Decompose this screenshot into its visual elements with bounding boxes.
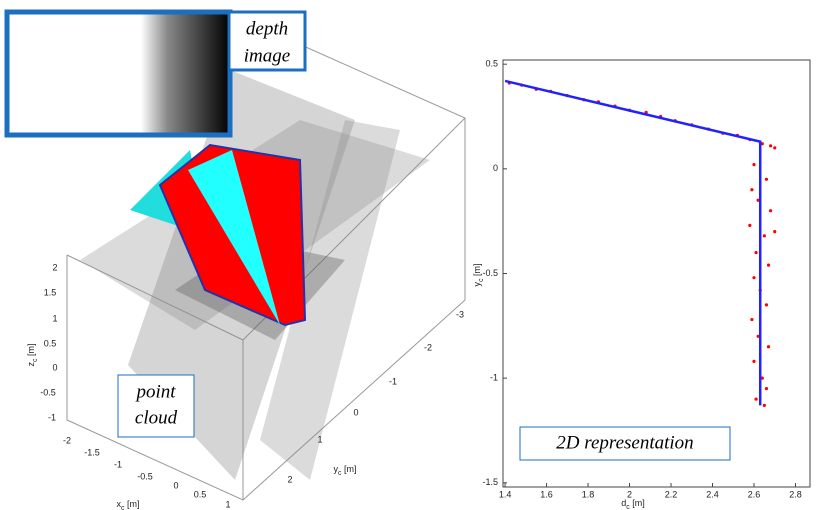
annotation: image	[244, 45, 290, 66]
axis-label-unit: [m]	[630, 498, 645, 508]
point	[765, 387, 768, 390]
y-tick-label: -1	[490, 373, 498, 383]
y-tick-label: 0	[353, 407, 358, 417]
z-tick-label: 0	[52, 362, 57, 372]
axis-label: dc [m]	[621, 498, 645, 510]
annotation: 2D representation	[556, 432, 693, 453]
x-tick-label: 2.8	[789, 489, 802, 499]
z-tick-label: 1.5	[44, 287, 57, 297]
x-tick-label: -1	[114, 459, 122, 469]
x-tick-label: -2	[63, 435, 71, 445]
point-cloud-panel: depth image point cloud 2 1.5 1 0.5 0 -0.5 -1 -…	[7, 12, 465, 510]
axis-label: zc [m]	[26, 344, 38, 367]
axis-label-unit: [m]	[472, 264, 482, 279]
x-tick-label: 1.8	[582, 489, 595, 499]
x-tick-label: 1.4	[499, 489, 512, 499]
point	[752, 276, 755, 279]
point	[763, 234, 766, 237]
z-tick-label: 0.5	[44, 338, 57, 348]
point	[754, 397, 757, 400]
point	[748, 224, 751, 227]
point	[750, 188, 753, 191]
point	[769, 144, 772, 147]
x-tick-label: 1	[225, 499, 230, 509]
y-tick-label: 1	[317, 434, 322, 444]
y-tick-label: -1.5	[482, 477, 498, 487]
point	[773, 146, 776, 149]
y-tick-label: 0	[493, 163, 498, 173]
point	[765, 178, 768, 181]
z-tick-label: -1	[48, 412, 56, 422]
x-tick-label: 0.5	[194, 489, 207, 499]
y-tick-label: -1	[389, 376, 397, 386]
z-tick-label: -0.5	[40, 387, 56, 397]
x-tick-label: 2.6	[748, 489, 761, 499]
annotation: cloud	[135, 407, 178, 428]
point	[752, 163, 755, 166]
axis-label: yc [m]	[334, 464, 357, 476]
point	[765, 303, 768, 306]
x-tick-label: 2.2	[665, 489, 678, 499]
z-tick-label: 1	[52, 313, 57, 323]
axis-label-unit: [m]	[26, 344, 36, 359]
x-tick-label: -1.5	[84, 447, 100, 457]
plot-area	[503, 60, 810, 487]
point	[769, 209, 772, 212]
annotation: point	[134, 381, 176, 402]
y-tick-label: -3	[456, 309, 464, 319]
y-tick-label: -0.5	[482, 268, 498, 278]
y-tick-label: 2	[287, 474, 292, 484]
point	[773, 230, 776, 233]
x-tick-label: 1.6	[540, 489, 553, 499]
y-tick-label: -2	[424, 342, 432, 352]
point	[752, 360, 755, 363]
figure: depth image point cloud 2 1.5 1 0.5 0 -0.5 -1 -…	[0, 0, 831, 510]
point	[754, 251, 757, 254]
axis-label: xc [m]	[117, 499, 140, 510]
y-tick-label: 0.5	[485, 59, 498, 69]
point	[767, 264, 770, 267]
z-tick-label: 2	[52, 262, 57, 272]
point	[763, 404, 766, 407]
axis-label-unit: [m]	[342, 464, 357, 474]
annotation: depth	[246, 18, 288, 39]
x-tick-label: 2.4	[706, 489, 719, 499]
x-tick-label: 0	[173, 480, 178, 490]
axis-label-unit: [m]	[125, 499, 140, 509]
point	[750, 318, 753, 321]
depth-image	[7, 12, 230, 135]
x-tick-label: -0.5	[137, 471, 153, 481]
point	[767, 345, 770, 348]
